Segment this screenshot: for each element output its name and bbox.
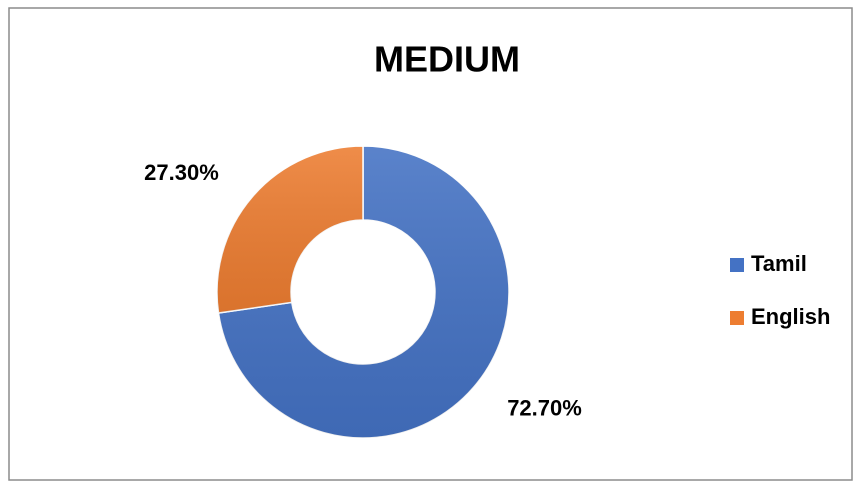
legend-label: English <box>751 304 830 329</box>
data-label: 27.30% <box>144 160 219 185</box>
legend-swatch <box>730 311 744 325</box>
chart-title: MEDIUM <box>374 39 520 80</box>
data-label: 72.70% <box>507 396 582 421</box>
legend-swatch <box>730 258 744 272</box>
legend-label: Tamil <box>751 251 807 276</box>
